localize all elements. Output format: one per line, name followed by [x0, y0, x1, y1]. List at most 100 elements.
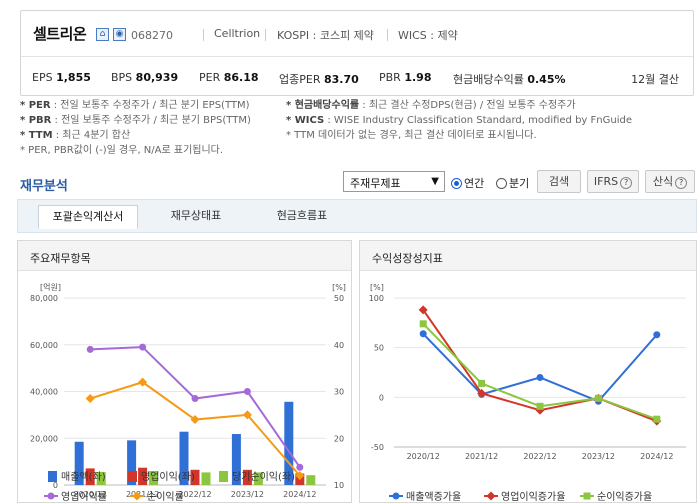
- legend-label: 영업이익률: [61, 490, 107, 503]
- x-tick-label: 2020/12: [407, 452, 440, 461]
- data-point: [139, 343, 147, 351]
- x-tick-label: 2021/12: [126, 490, 159, 499]
- bar: [284, 401, 294, 485]
- metric-per: PER 86.18: [199, 71, 259, 84]
- note: * 현금배당수익률 : 최근 결산 수정DPS(현금) / 전일 보통주 수정주…: [286, 100, 576, 111]
- axis-unit-left: [억원]: [40, 282, 61, 292]
- growth-indicators-chart: [%] -50 0 50 100 2020/12 2021/12 2022/12 2023/12…: [369, 283, 686, 503]
- legend-label: 매출액증가율: [406, 491, 461, 503]
- data-point: [191, 395, 199, 403]
- legend-marker: [392, 492, 400, 500]
- bar: [179, 431, 189, 485]
- bar: [306, 475, 316, 485]
- notes-right: * 현금배당수익률 : 최근 결산 수정DPS(현금) / 전일 보통주 수정주…: [286, 98, 632, 143]
- bar: [201, 472, 211, 485]
- formula-help-button[interactable]: 산식?: [645, 170, 695, 193]
- data-point: [419, 330, 427, 338]
- note: * PER : 전일 보통주 수정주가 / 최근 분기 EPS(TTM): [20, 100, 250, 111]
- divider: [387, 29, 388, 41]
- legend-label: 당기순이익(좌): [232, 471, 295, 483]
- y-tick-label: 0: [379, 393, 384, 402]
- metric-industry-per: 업종PER 83.70: [279, 73, 359, 86]
- x-tick-label: 2021/12: [465, 452, 498, 461]
- x-tick-label: 2023/12: [582, 452, 615, 461]
- tab-balance-sheet[interactable]: 재무상태표: [170, 209, 222, 222]
- radio-quarter[interactable]: 분기: [496, 175, 529, 191]
- panel-header: 주요재무항목: [18, 241, 351, 271]
- company-summary-card: 셀트리온 ⌂ ◉ 068270 Celltrion KOSPI : 코스피 제약…: [20, 10, 694, 96]
- data-point: [418, 305, 428, 315]
- bar: [190, 469, 200, 485]
- company-title-bar: 셀트리온 ⌂ ◉ 068270 Celltrion KOSPI : 코스피 제약…: [21, 11, 693, 57]
- x-tick-label: 2023/12: [231, 490, 264, 499]
- metric-dividend-yield: 현금배당수익률 0.45%: [453, 73, 566, 86]
- search-button[interactable]: 검색: [537, 170, 581, 193]
- y-tick-label-left: 0: [53, 481, 58, 490]
- note: * TTM : 최근 4분기 합산: [20, 130, 131, 141]
- divider: [265, 29, 266, 41]
- data-point: [296, 463, 304, 471]
- note: * PBR : 전일 보통주 수정주가 / 최근 분기 BPS(TTM): [20, 115, 251, 126]
- legend-swatch: [48, 471, 57, 482]
- bar: [242, 469, 252, 485]
- bar: [231, 434, 241, 485]
- series-line: [422, 333, 658, 403]
- y-tick-label: 50: [374, 344, 384, 353]
- bar: [138, 467, 148, 485]
- panel-title: 수익성장성지표: [372, 252, 443, 265]
- data-point: [243, 388, 251, 395]
- legend-label: 매출액(좌): [61, 471, 106, 483]
- english-name: Celltrion: [214, 27, 261, 40]
- statement-tabs: 포괄손익계산서 재무상태표 현금흐름표: [17, 199, 697, 233]
- tab-cash-flow[interactable]: 현금흐름표: [276, 209, 328, 222]
- y-tick-label-right: 50: [334, 294, 344, 303]
- y-tick-label: -50: [371, 443, 384, 452]
- data-point: [295, 471, 305, 481]
- bar: [85, 468, 95, 485]
- legend-marker: [132, 491, 142, 501]
- fiscal-year-end: 12월 결산: [631, 73, 679, 86]
- ifrs-help-button[interactable]: IFRS?: [587, 170, 639, 193]
- key-financials-panel: 주요재무항목 [억원] [%] 0 20,000 40,000 60,000 80,000 1…: [17, 240, 352, 503]
- y-tick-label: 100: [369, 294, 384, 303]
- company-name: 셀트리온: [33, 25, 87, 43]
- question-icon: ?: [675, 177, 688, 189]
- y-tick-label-left: 40,000: [30, 388, 58, 397]
- home-icon[interactable]: ⌂: [96, 28, 109, 41]
- legend-swatch: [128, 471, 137, 482]
- tab-income-statement[interactable]: 포괄손익계산서: [38, 205, 138, 229]
- panel-title: 주요재무항목: [30, 252, 91, 265]
- legend-label: 순이익증가율: [597, 491, 652, 503]
- axis-unit: [%]: [370, 283, 384, 292]
- data-point: [86, 345, 94, 353]
- axis-unit-right: [%]: [332, 283, 346, 292]
- note: * PER, PBR값이 (-)일 경우, N/A로 표기됩니다.: [20, 145, 224, 156]
- y-tick-label-right: 20: [334, 434, 344, 443]
- legend-marker: [583, 492, 591, 500]
- y-tick-label-left: 60,000: [30, 341, 58, 350]
- data-point: [85, 394, 95, 404]
- bar: [253, 472, 263, 485]
- y-tick-label-right: 10: [334, 481, 344, 490]
- note: * WICS : WISE Industry Classification St…: [286, 115, 632, 126]
- select-value: 주재무제표: [350, 177, 401, 190]
- data-point: [419, 320, 427, 328]
- radio-annual[interactable]: 연간: [451, 175, 484, 191]
- data-point: [594, 394, 602, 402]
- data-point: [536, 373, 544, 381]
- note: * TTM 데이터가 없는 경우, 최근 결산 데이터로 표시됩니다.: [286, 130, 537, 141]
- bar: [96, 471, 106, 485]
- legend-swatch: [219, 471, 228, 482]
- key-financials-chart: [억원] [%] 0 20,000 40,000 60,000 80,000 10 20 30 40…: [30, 282, 346, 503]
- divider: [203, 29, 204, 41]
- y-tick-label-left: 80,000: [30, 294, 58, 303]
- metric-eps: EPS 1,855: [32, 71, 91, 84]
- x-tick-label: 2022/12: [523, 452, 556, 461]
- statement-type-select[interactable]: 주재무제표 ▼: [343, 171, 445, 192]
- market-label: KOSPI : 코스피 제약: [277, 29, 374, 42]
- question-icon: ?: [620, 177, 633, 189]
- y-tick-label-right: 30: [334, 388, 344, 397]
- external-link-icon[interactable]: ◉: [113, 28, 126, 41]
- x-tick-label: 2020/12: [74, 490, 107, 499]
- chevron-down-icon: ▼: [431, 176, 439, 187]
